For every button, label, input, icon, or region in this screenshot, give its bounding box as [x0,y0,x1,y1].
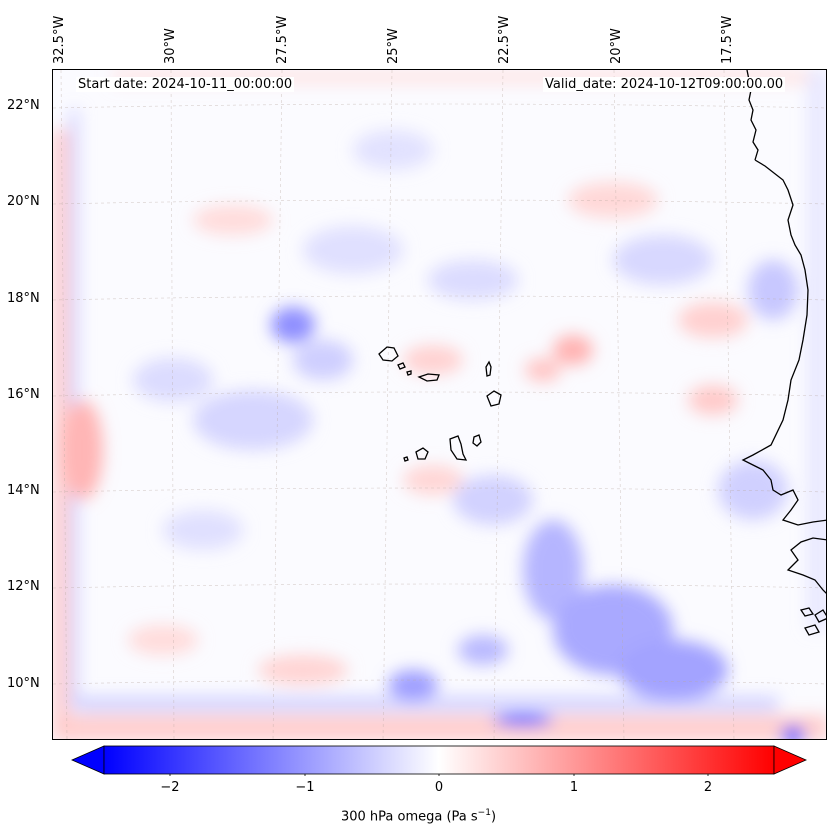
negative-cell [493,714,553,726]
positive-cell [258,655,348,685]
negative-cell [458,635,508,665]
negative-cell [453,475,533,525]
positive-cell [568,182,658,218]
island-boa-vista [486,390,502,407]
negative-cell [618,640,728,700]
island-fogo [415,447,429,460]
lon-label-17-5w: 17.5°W [720,15,735,64]
meridian-17-5w [723,70,735,739]
positive-cell [403,345,463,375]
negative-cell [748,260,798,320]
meridian-30w [170,70,175,739]
negative-cell [133,358,213,402]
parallel-10n [53,679,826,685]
east-boundary-negative-band [808,70,826,630]
island-sao-vicente [397,362,406,370]
lon-label-25w: 25°W [386,28,401,64]
parallel-12n [53,583,826,589]
parallel-20n [53,199,826,205]
colorbar [71,745,807,776]
negative-cell [303,226,403,274]
lat-label-12n: 12°N [7,579,40,594]
negative-cell [353,130,433,170]
colorbar-tick-0: 0 [434,780,444,795]
island-sao-nicolau [417,373,440,382]
meridian-22-5w [493,70,504,739]
colorbar-label-exponent: −1 [477,808,491,818]
positive-cell [525,358,561,382]
negative-cell [523,520,583,620]
positive-cell [553,335,593,365]
lon-label-27-5w: 27.5°W [275,15,290,64]
colorbar-tick-2: 2 [703,780,713,795]
bissagos-islands [799,607,826,636]
africa-coastline-south [786,537,826,594]
lat-label-14n: 14°N [7,483,40,498]
island-santo-antao [378,346,399,362]
negative-cell [781,727,805,739]
lat-label-22n: 22°N [7,98,40,113]
meridian-20w [613,70,625,739]
lat-label-10n: 10°N [7,676,40,691]
negative-cell [718,460,788,520]
island-sal [485,360,492,377]
lat-label-18n: 18°N [7,291,40,306]
valid-date-annotation: Valid_date: 2024-10-12T09:00:00.00 [543,77,786,92]
omega-field [53,70,826,739]
meridian-32-5w [60,70,68,739]
south-boundary-positive-band [53,715,826,739]
omega-field-svg [53,70,826,739]
lat-label-16n: 16°N [7,387,40,402]
parallel-14n [53,487,826,493]
coastlines [378,70,826,636]
graticule [53,70,826,739]
start-date-annotation: Start date: 2024-10-11_00:00:00 [76,77,295,92]
negative-cell [193,390,313,450]
negative-cell [428,260,518,300]
omega-map-panel [52,69,827,740]
positive-cell [403,465,463,495]
colorbar-tick-minus-2: −2 [160,780,180,795]
positive-cell [63,400,103,500]
colorbar-tick-minus-1: −1 [295,780,315,795]
positive-cell [688,385,738,415]
lon-label-32-5w: 32.5°W [52,15,67,64]
lon-label-22-5w: 22.5°W [497,15,512,64]
colorbar-tick-marks [169,774,709,776]
colorbar-extend-min [71,745,105,775]
colorbar-label: 300 hPa omega (Pa s−1) [0,808,837,824]
colorbar-tick-1: 1 [569,780,579,795]
colorbar-label-end: ) [490,809,497,825]
lon-label-30w: 30°W [163,28,178,64]
island-brava [403,456,409,462]
meridian-27-5w [272,70,283,739]
parallel-16n [53,391,826,397]
positive-cell [128,625,198,655]
lon-label-20w: 20°W [609,28,624,64]
negative-cell [388,670,438,700]
negative-cell [613,235,713,285]
positive-cell [193,205,273,235]
colorbar-gradient [103,745,775,775]
negative-cell [293,340,353,380]
meridian-25w [382,70,393,739]
lat-label-20n: 20°N [7,194,40,209]
parallel-18n [53,295,826,301]
island-santiago [449,435,468,461]
negative-cell [163,510,243,550]
south-boundary-negative-band [78,696,778,712]
west-boundary-positive-band [53,130,69,739]
africa-coastline [741,70,826,526]
parallel-22n [53,103,826,109]
negative-cell [271,307,315,343]
island-maio [472,434,482,447]
island-santa-luzia [406,370,412,376]
positive-cell [678,302,748,338]
colorbar-extend-max [773,745,807,775]
colorbar-label-main: 300 hPa omega (Pa s [340,809,478,825]
